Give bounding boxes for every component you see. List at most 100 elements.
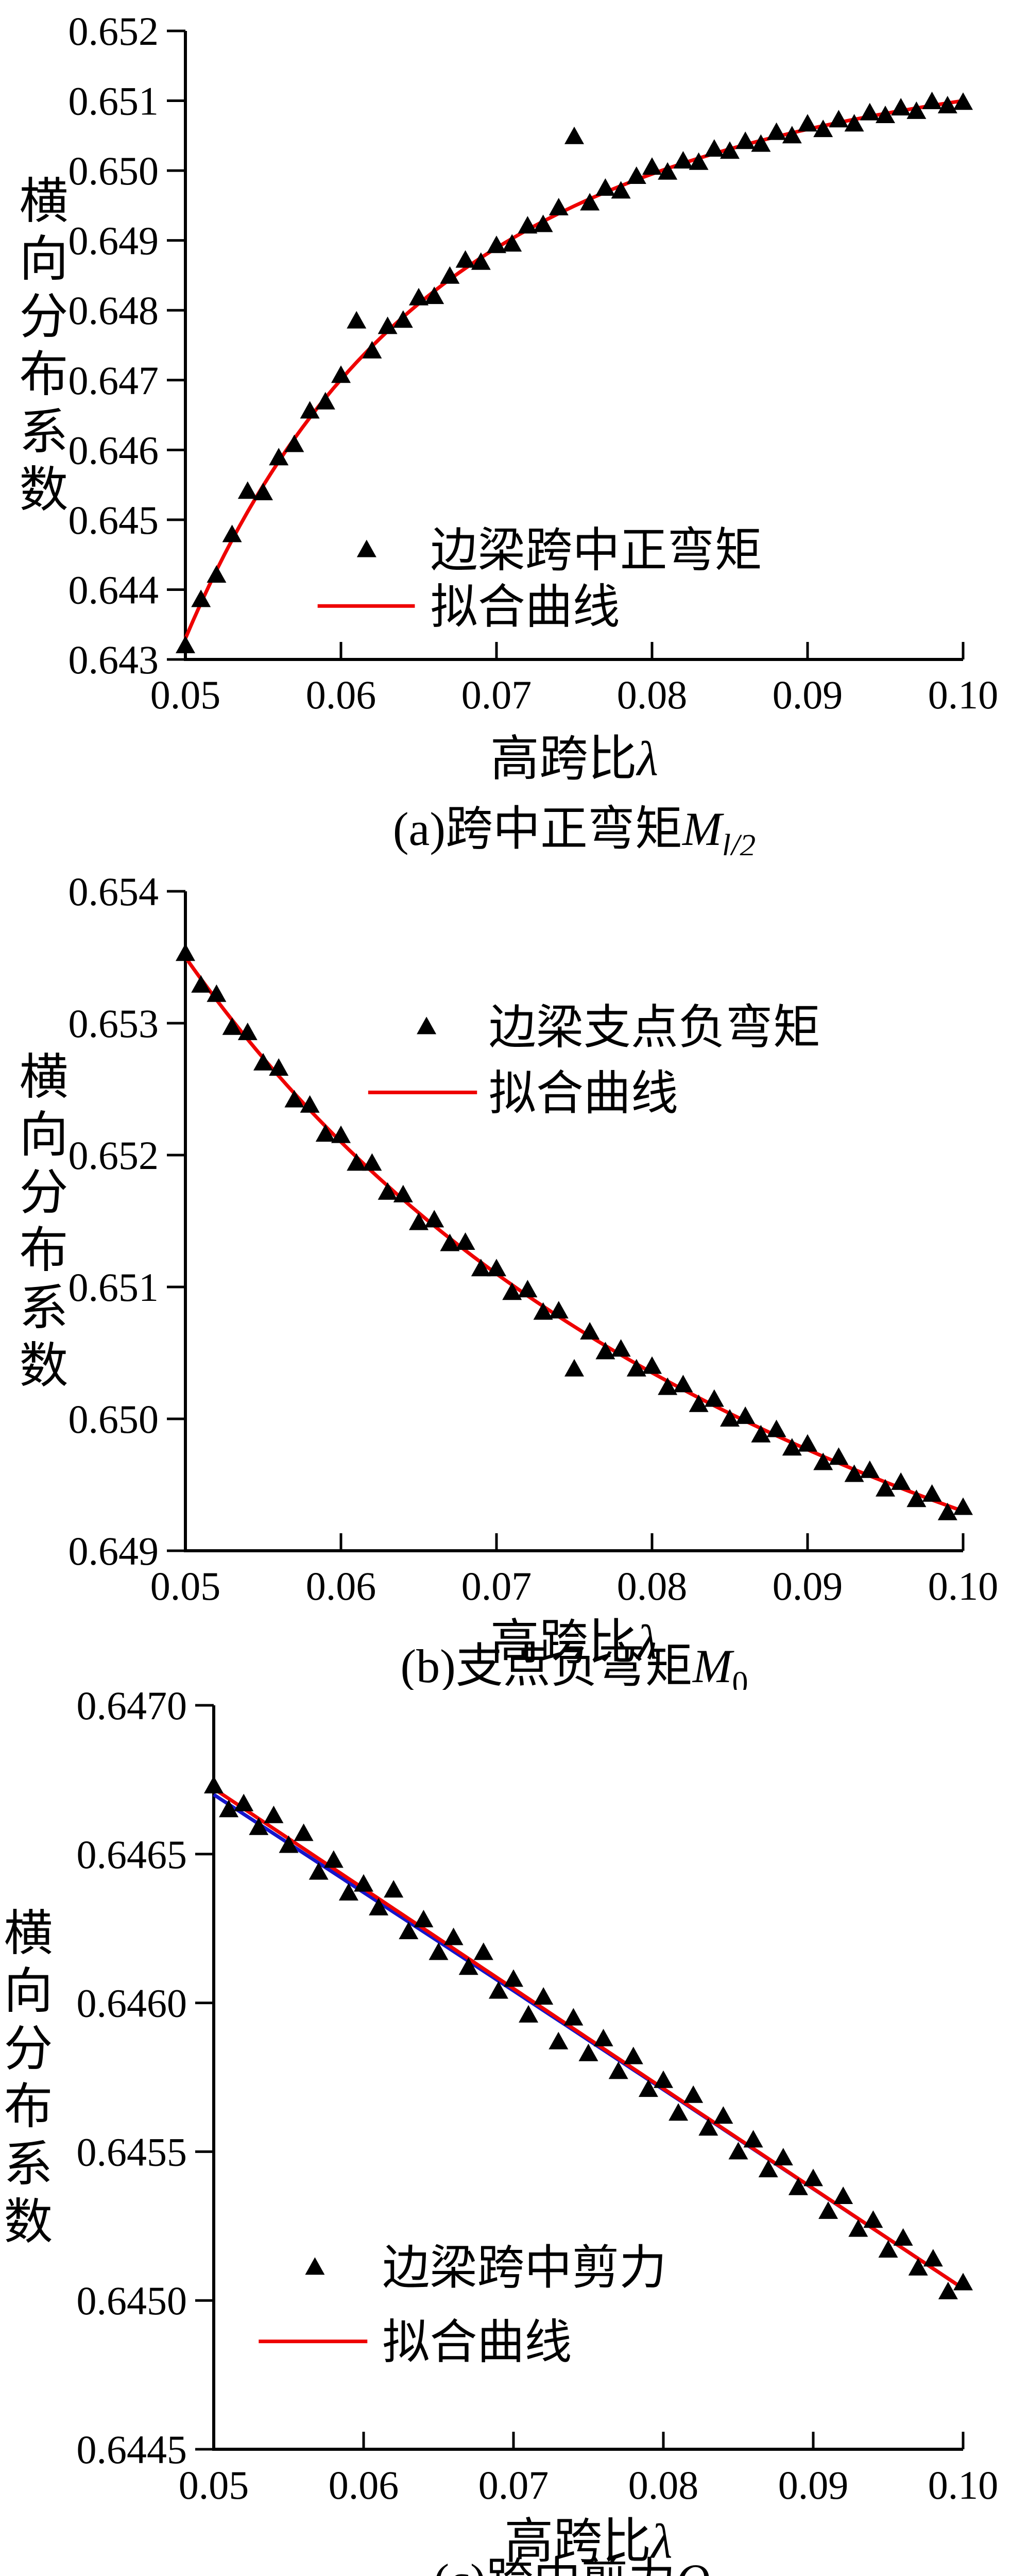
legend-marker-icon <box>305 2257 325 2275</box>
triangle-marker <box>689 152 709 170</box>
x-tick-label: 0.09 <box>778 2463 849 2507</box>
y-tick-label: 0.654 <box>68 869 159 914</box>
legend-fit-label: 拟合曲线 <box>431 581 620 633</box>
triangle-marker <box>564 126 584 144</box>
triangle-marker <box>487 235 506 253</box>
x-axis-title-symbol: λ <box>636 732 658 786</box>
data-points-a <box>176 91 973 653</box>
triangle-marker <box>704 1389 724 1407</box>
triangle-marker <box>720 1409 740 1427</box>
triangle-marker <box>876 106 895 123</box>
legend-series-label: 边梁跨中正弯矩 <box>431 524 762 577</box>
x-axis-title-text: 高跨比 <box>504 2514 651 2569</box>
triangle-marker <box>626 1359 646 1377</box>
triangle-marker <box>766 1419 786 1437</box>
triangle-marker <box>533 214 553 232</box>
x-tick-label: 0.08 <box>617 672 688 717</box>
y-axis-title-char: 向 <box>19 232 68 286</box>
legend-fit-label: 拟合曲线 <box>489 1067 678 1120</box>
x-tick-label: 0.09 <box>773 672 843 717</box>
triangle-marker <box>580 1322 600 1340</box>
triangle-marker <box>891 98 911 116</box>
triangle-marker <box>953 92 973 110</box>
y-tick-label: 0.648 <box>68 288 159 333</box>
triangle-marker <box>642 157 662 175</box>
triangle-marker <box>519 2005 539 2023</box>
triangle-marker <box>638 2079 658 2097</box>
triangle-marker <box>798 1434 817 1452</box>
triangle-marker <box>818 2201 838 2219</box>
triangle-marker <box>608 2061 628 2079</box>
triangle-marker <box>860 103 880 121</box>
legend-marker-icon <box>356 539 376 557</box>
triangle-marker <box>222 1017 242 1035</box>
triangle-marker <box>518 1280 538 1298</box>
triangle-marker <box>937 1502 957 1520</box>
triangle-marker <box>611 181 631 199</box>
y-tick-label: 0.6470 <box>77 1690 187 1728</box>
triangle-marker <box>713 2106 733 2124</box>
y-axis-title-char: 横 <box>19 174 68 229</box>
triangle-marker <box>922 1484 942 1502</box>
triangle-marker <box>471 1259 491 1277</box>
triangle-marker <box>284 1090 304 1108</box>
triangle-marker <box>689 1394 709 1412</box>
caption-subscript: l/2 <box>722 828 756 855</box>
y-axis-title-char: 横 <box>19 1050 68 1105</box>
triangle-marker <box>378 316 398 334</box>
caption-text: (c)跨中剪力 <box>433 2554 675 2576</box>
triangle-marker <box>323 1850 344 1868</box>
triangle-marker <box>751 134 771 152</box>
y-tick-label: 0.653 <box>68 1001 159 1046</box>
triangle-marker <box>393 310 413 328</box>
triangle-marker <box>798 114 817 132</box>
triangle-marker <box>891 1472 911 1490</box>
triangle-marker <box>549 1301 569 1319</box>
triangle-marker <box>354 1874 373 1892</box>
x-axis-title-c: 高跨比λ <box>504 2514 672 2569</box>
y-tick-label: 0.652 <box>68 9 159 54</box>
triangle-marker <box>300 401 320 419</box>
triangle-marker <box>191 975 211 993</box>
triangle-marker <box>908 2258 928 2276</box>
triangle-marker <box>473 1942 493 1960</box>
axis-lines <box>184 891 963 1552</box>
triangle-marker <box>378 1182 398 1200</box>
y-ticks-a: 0.652 0.651 0.650 0.649 0.648 0.647 0.646 0.645… <box>68 9 185 682</box>
y-tick-label: 0.650 <box>68 1397 159 1442</box>
y-axis-title-char: 布 <box>4 2079 53 2134</box>
triangle-marker <box>347 311 367 329</box>
triangle-marker <box>813 1452 833 1470</box>
y-tick-label: 0.646 <box>68 428 159 472</box>
triangle-marker <box>938 2281 958 2299</box>
triangle-marker <box>309 1862 329 1880</box>
x-tick-label: 0.07 <box>478 2463 549 2507</box>
triangle-marker <box>953 2273 973 2291</box>
triangle-marker <box>429 1942 449 1960</box>
triangle-marker <box>191 589 211 607</box>
triangle-marker <box>564 1359 584 1377</box>
caption-variable: M <box>681 803 724 855</box>
triangle-marker <box>848 2219 868 2237</box>
triangle-marker <box>362 341 382 359</box>
triangle-marker <box>549 2031 569 2049</box>
triangle-marker <box>906 1489 927 1507</box>
x-tick-label: 0.10 <box>928 1564 999 1608</box>
triangle-marker <box>362 1153 382 1171</box>
triangle-marker <box>458 1957 478 1975</box>
x-tick-label: 0.05 <box>150 672 221 717</box>
triangle-marker <box>735 1406 756 1424</box>
triangle-marker <box>369 1897 389 1916</box>
triangle-marker <box>440 1233 460 1251</box>
x-tick-label: 0.10 <box>928 672 999 717</box>
triangle-marker <box>219 1800 239 1818</box>
triangle-marker <box>393 1184 413 1202</box>
triangle-marker <box>878 2240 898 2258</box>
triangle-marker <box>658 1377 678 1395</box>
triangle-marker <box>595 1342 615 1360</box>
triangle-marker <box>642 1356 662 1374</box>
triangle-marker <box>751 1425 771 1443</box>
y-ticks-b: 0.654 0.653 0.652 0.651 0.650 0.649 <box>68 869 185 1573</box>
